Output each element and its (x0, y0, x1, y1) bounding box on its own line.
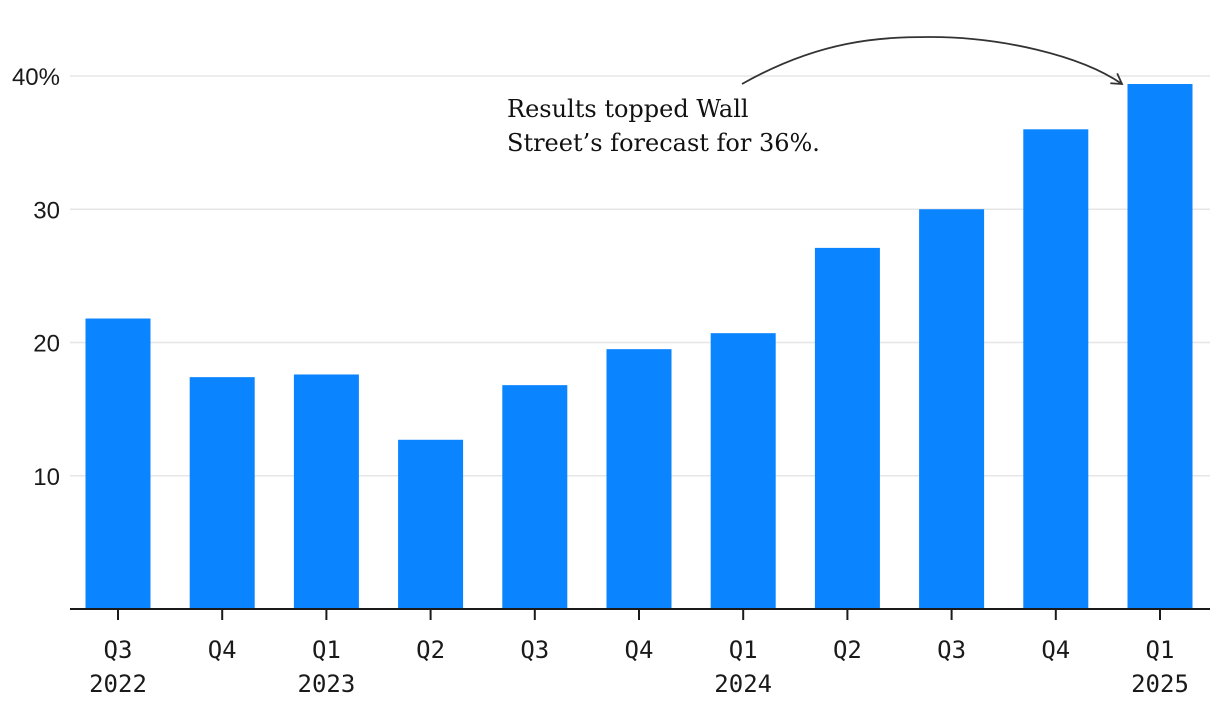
x-tick-label: Q4 (1041, 636, 1070, 664)
x-tick-year-label: 2024 (714, 670, 772, 698)
x-tick-year-label: 2023 (298, 670, 356, 698)
bar (606, 349, 672, 609)
bar (710, 333, 776, 609)
bar (85, 318, 151, 609)
x-tick-label: Q1 (312, 636, 341, 664)
x-tick-label: Q4 (625, 636, 654, 664)
y-tick-label: 10 (33, 464, 60, 491)
x-tick-label: Q1 (1146, 636, 1175, 664)
x-tick-label: Q3 (520, 636, 549, 664)
bar (814, 247, 880, 609)
bar (398, 439, 464, 609)
x-tick-label: Q2 (416, 636, 445, 664)
bars (85, 83, 1193, 610)
bar (502, 385, 568, 609)
annotation-line-1: Results topped Wall (507, 95, 749, 123)
x-tick-label: Q3 (104, 636, 133, 664)
y-tick-label: 30 (33, 197, 60, 224)
bar (189, 377, 255, 609)
bar (919, 209, 985, 609)
annotation-line-2: Street’s forecast for 36%. (507, 129, 820, 157)
annotation: Results topped Wall Street’s forecast fo… (507, 36, 1124, 157)
x-tick-label: Q1 (729, 636, 758, 664)
annotation-arrow (741, 36, 1124, 85)
x-tick-label: Q3 (937, 636, 966, 664)
bar (1023, 129, 1089, 610)
bar (293, 374, 359, 609)
y-axis-ticks: 10 20 30 40% (12, 64, 60, 491)
x-tick-label: Q4 (208, 636, 237, 664)
y-tick-label: 20 (33, 331, 60, 358)
x-axis-ticks: Q3 2022 Q4 Q1 2023 Q2 Q3 Q4 Q1 2024 Q2 Q3 Q4 Q1 2025 (89, 609, 1189, 698)
x-tick-year-label: 2022 (89, 670, 147, 698)
bar (1127, 83, 1193, 610)
y-tick-label: 40% (12, 64, 60, 91)
x-tick-label: Q2 (833, 636, 862, 664)
x-tick-year-label: 2025 (1131, 670, 1189, 698)
